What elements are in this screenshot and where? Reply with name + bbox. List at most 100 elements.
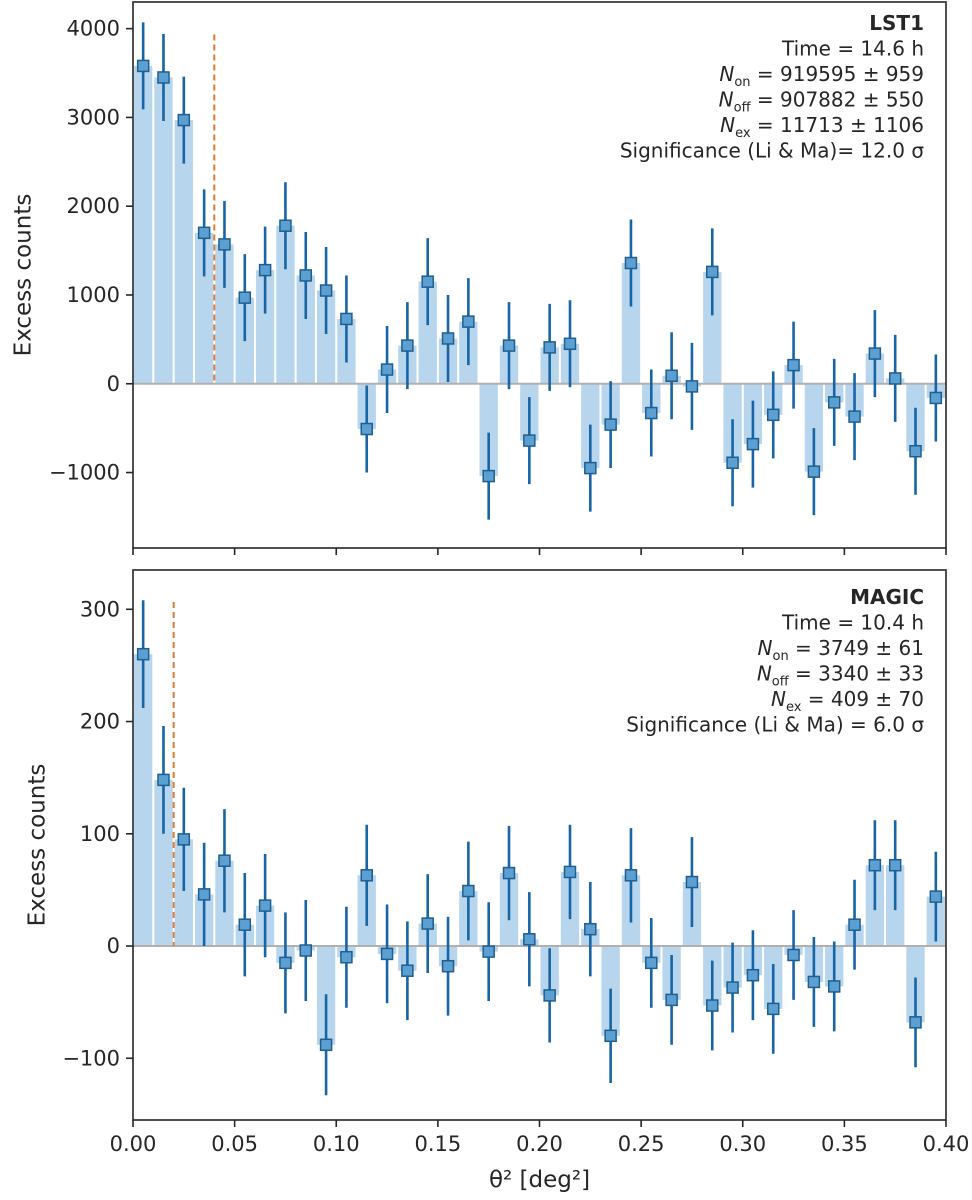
data-point-9 xyxy=(319,284,333,297)
data-point-33 xyxy=(807,465,821,478)
data-point-6 xyxy=(258,263,272,277)
data-point-26 xyxy=(665,993,678,1007)
data-point-29 xyxy=(726,456,739,470)
data-point-3 xyxy=(197,226,211,240)
data-point-19 xyxy=(523,434,536,447)
data-point-36 xyxy=(868,858,882,872)
data-point-10 xyxy=(340,312,353,326)
data-point-12 xyxy=(380,363,394,376)
bar-9 xyxy=(316,290,336,384)
bar-1 xyxy=(154,77,173,384)
y-tick-label-2: 1000 xyxy=(67,283,120,307)
data-point-14 xyxy=(421,275,434,288)
data-point-21 xyxy=(563,865,577,879)
data-point-19 xyxy=(523,933,536,946)
data-point-32 xyxy=(787,948,800,962)
lst1-panel: −1000 0 1000 2000 3000 4000 Excess counts LST1T… xyxy=(11,1,947,555)
data-point-4 xyxy=(218,854,231,867)
data-point-21 xyxy=(563,337,577,351)
data-point-37 xyxy=(888,372,902,385)
data-point-30 xyxy=(746,437,760,451)
data-point-18 xyxy=(502,339,516,352)
data-point-24 xyxy=(624,869,638,882)
data-point-17 xyxy=(482,469,495,483)
data-point-34 xyxy=(827,980,841,993)
data-point-10 xyxy=(340,950,353,964)
bar-8 xyxy=(296,275,315,384)
bar-3 xyxy=(194,232,214,384)
data-point-15 xyxy=(441,332,455,345)
info-title: MAGIC xyxy=(850,585,924,609)
data-point-1 xyxy=(157,71,170,84)
data-point-24 xyxy=(624,256,638,270)
data-point-29 xyxy=(726,981,739,994)
data-point-20 xyxy=(543,989,556,1002)
data-point-27 xyxy=(685,380,699,393)
info-line-0: Time = 10.4 h xyxy=(781,611,924,635)
info-title: LST1 xyxy=(869,11,924,35)
data-point-4 xyxy=(218,238,231,251)
x-tick-label-5: 0.25 xyxy=(618,1132,665,1156)
y-tick-label-5: 4000 xyxy=(67,17,120,41)
data-point-5 xyxy=(238,918,252,931)
y-axis-label: Excess counts xyxy=(11,194,37,357)
data-point-6 xyxy=(258,899,272,912)
data-point-34 xyxy=(827,396,841,409)
y-tick-label-0: −100 xyxy=(62,1046,120,1070)
x-tick-label-4: 0.20 xyxy=(516,1132,563,1156)
x-tick-label-2: 0.10 xyxy=(313,1132,360,1156)
bar-24 xyxy=(621,263,641,384)
data-point-8 xyxy=(299,269,313,282)
data-point-38 xyxy=(909,1016,922,1029)
bar-6 xyxy=(255,270,275,384)
bar-33 xyxy=(804,383,824,472)
data-point-2 xyxy=(177,113,191,127)
bar-0 xyxy=(134,65,153,384)
data-point-20 xyxy=(543,341,556,354)
y-tick-label-4: 300 xyxy=(80,597,120,621)
data-point-22 xyxy=(584,922,597,936)
info-line-4: Significance (Li & Ma)= 12.0 σ xyxy=(620,139,924,163)
bar-1 xyxy=(154,779,173,947)
data-point-15 xyxy=(441,959,455,973)
bar-28 xyxy=(703,271,722,384)
data-point-1 xyxy=(157,773,170,787)
data-point-7 xyxy=(279,956,292,970)
y-tick-label-4: 3000 xyxy=(67,105,120,129)
data-point-23 xyxy=(604,1029,617,1043)
data-point-28 xyxy=(706,265,719,279)
x-tick-label-8: 0.40 xyxy=(923,1132,970,1156)
data-point-13 xyxy=(401,964,414,977)
data-point-35 xyxy=(848,410,861,423)
info-line-3: Nex = 409 ± 70 xyxy=(771,687,924,715)
data-point-9 xyxy=(319,1038,333,1052)
bar-14 xyxy=(418,281,437,384)
data-point-0 xyxy=(136,59,150,73)
info-line-1: Non = 3749 ± 61 xyxy=(758,636,924,664)
data-point-17 xyxy=(482,945,495,958)
y-tick-label-2: 100 xyxy=(80,822,120,846)
data-point-31 xyxy=(766,408,780,422)
info-line-3: Nex = 11713 ± 1106 xyxy=(720,113,924,141)
data-point-39 xyxy=(929,890,943,903)
data-point-25 xyxy=(645,406,658,420)
data-point-28 xyxy=(706,999,719,1012)
data-point-11 xyxy=(360,869,373,882)
bar-2 xyxy=(174,839,193,947)
data-point-27 xyxy=(685,875,699,889)
data-point-33 xyxy=(807,975,821,989)
data-point-31 xyxy=(766,1002,780,1016)
x-axis-label: θ² [deg²] xyxy=(489,1167,590,1193)
info-line-2: Noff = 3340 ± 33 xyxy=(757,662,924,690)
data-point-37 xyxy=(888,858,902,872)
info-line-0: Time = 14.6 h xyxy=(781,37,924,61)
bar-0 xyxy=(134,654,153,947)
data-point-8 xyxy=(299,944,313,957)
x-tick-label-0: 0.00 xyxy=(110,1132,157,1156)
info-line-4: Significance (Li & Ma) = 6.0 σ xyxy=(626,713,924,737)
bar-2 xyxy=(174,120,193,384)
data-point-22 xyxy=(584,461,597,475)
bar-7 xyxy=(276,225,295,384)
data-point-18 xyxy=(502,866,516,880)
